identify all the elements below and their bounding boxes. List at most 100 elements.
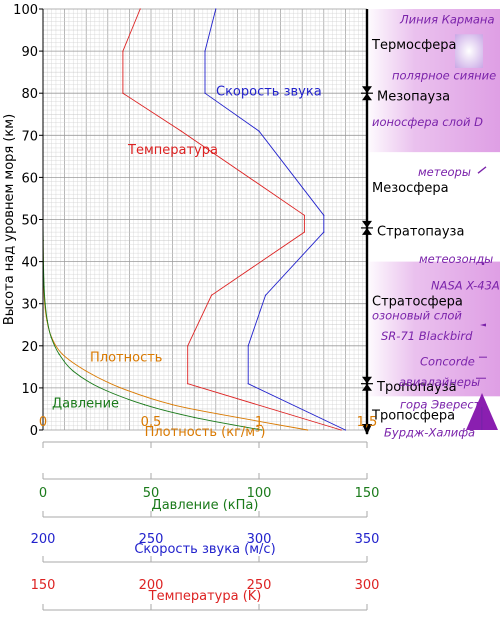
pause-marker-icon <box>362 227 372 235</box>
thermo-band <box>369 9 500 153</box>
x-tick-label-density: 1,5 <box>357 415 378 430</box>
series-point-2 <box>307 429 309 431</box>
series-point-3 <box>143 404 146 406</box>
annotation-label: полярное сияние <box>392 69 496 83</box>
layer-label: Мезосфера <box>372 181 449 196</box>
series-label: Давление <box>52 397 119 412</box>
y-tick-label: 100 <box>13 3 38 18</box>
series-line-1 <box>204 8 346 431</box>
x-tick-label-temperature: 200 <box>139 578 164 593</box>
x-axis-title-sound: Скорость звука (м/с) <box>134 542 275 557</box>
series-label: Температура <box>127 143 218 158</box>
series-point-3 <box>46 319 48 322</box>
y-tick-label: 10 <box>21 382 38 397</box>
series-point-0 <box>210 294 213 296</box>
x-tick-label-temperature: 250 <box>247 578 272 593</box>
layer-label: Стратопауза <box>377 224 464 239</box>
series-point-1 <box>204 50 206 52</box>
x-tick-label-density: 0 <box>39 415 47 430</box>
series-point-1 <box>323 214 325 216</box>
x-axis-title-temperature: Температура (K) <box>148 589 262 604</box>
x-tick-label-density: 1 <box>255 415 263 430</box>
pause-marker-icon <box>362 383 372 391</box>
x-tick-label-pressure: 0 <box>39 486 47 501</box>
series-point-0 <box>122 50 124 52</box>
annotation-label: метеоры <box>418 165 471 179</box>
meteor-icon <box>477 166 487 174</box>
pause-marker-icon <box>362 376 372 384</box>
series-point-0 <box>340 429 342 431</box>
y-tick-label: 0 <box>30 424 38 439</box>
layer-label: Термосфера <box>371 38 456 53</box>
balloon-icon <box>481 262 485 266</box>
series-point-0 <box>180 130 182 132</box>
y-tick-label: 70 <box>21 129 38 144</box>
series-point-3 <box>193 416 195 418</box>
series-point-1 <box>258 130 260 132</box>
y-tick-label: 30 <box>21 298 38 313</box>
x-tick-label-temperature: 300 <box>355 578 380 593</box>
series-point-1 <box>323 231 325 233</box>
y-tick-label: 20 <box>21 340 38 355</box>
series-point-3 <box>44 303 46 305</box>
y-tick-label: 80 <box>21 87 38 102</box>
x-axis-title-pressure: Давление (кПа) <box>152 498 259 513</box>
annotation-label: SR-71 Blackbird <box>381 329 473 343</box>
x-tick-label-sound: 250 <box>139 532 164 547</box>
x-tick-label-sound: 200 <box>31 532 56 547</box>
series-point-1 <box>344 429 346 431</box>
annotation-label: авиалайнеры <box>399 375 480 389</box>
x-axis-title-density: Плотность (кг/м³) <box>145 425 266 440</box>
aurora-swatch <box>455 34 483 68</box>
series-label: Скорость звука <box>216 84 322 99</box>
y-tick-label: 50 <box>21 214 38 229</box>
y-tick-label: 40 <box>21 256 38 271</box>
x-tick-label-pressure: 150 <box>355 486 380 501</box>
axis-arrow-icon <box>362 424 372 435</box>
series-point-2 <box>85 370 87 372</box>
strato-band <box>369 261 500 397</box>
burj-khalifa-icon <box>481 406 483 430</box>
annotation-label: ионосфера слой D <box>372 115 483 129</box>
sr71-icon <box>480 323 486 327</box>
series-point-1 <box>204 92 206 94</box>
series-point-3 <box>50 336 52 338</box>
series-point-3 <box>261 429 263 431</box>
series-point-1 <box>264 294 267 296</box>
series-point-3 <box>72 370 74 372</box>
pause-marker-icon <box>362 220 372 228</box>
series-point-0 <box>139 8 141 10</box>
annotation-label: гора Эверест <box>400 397 481 411</box>
series-label: Плотность <box>90 350 162 365</box>
y-tick-label: 60 <box>21 171 38 186</box>
annotation-label: Concorde <box>420 354 475 368</box>
y-axis-label: Высота над уровнем моря (км) <box>2 114 17 325</box>
pause-marker-icon <box>362 93 372 101</box>
annotation-label: озоновый слой <box>372 308 462 322</box>
series-point-1 <box>247 345 249 347</box>
series-point-0 <box>303 214 305 216</box>
pause-marker-icon <box>362 86 372 94</box>
layer-label: Тропопауза <box>376 380 457 395</box>
x-tick-label-pressure: 50 <box>143 486 160 501</box>
x-tick-label-sound: 300 <box>247 532 272 547</box>
layer-label: Мезопауза <box>377 90 450 105</box>
series-point-1 <box>247 383 249 385</box>
x-tick-label-density: 0,5 <box>141 415 162 430</box>
annotation-label: Бурдж-Халифа <box>384 426 475 440</box>
annotation-label: Линия Кармана <box>399 13 495 27</box>
series-point-2 <box>61 353 64 355</box>
series-point-0 <box>187 383 189 385</box>
x-tick-label-temperature: 150 <box>31 578 56 593</box>
annotation-label: NASA X-43A <box>431 279 500 293</box>
series-line-0 <box>122 8 342 431</box>
series-point-1 <box>215 8 217 10</box>
series-point-2 <box>172 404 174 406</box>
layer-label: Тропосфера <box>371 408 455 423</box>
y-tick-label: 90 <box>21 45 38 60</box>
annotation-label: метеозонды <box>419 252 493 266</box>
x-tick-label-pressure: 100 <box>247 486 272 501</box>
series-point-2 <box>236 416 238 418</box>
